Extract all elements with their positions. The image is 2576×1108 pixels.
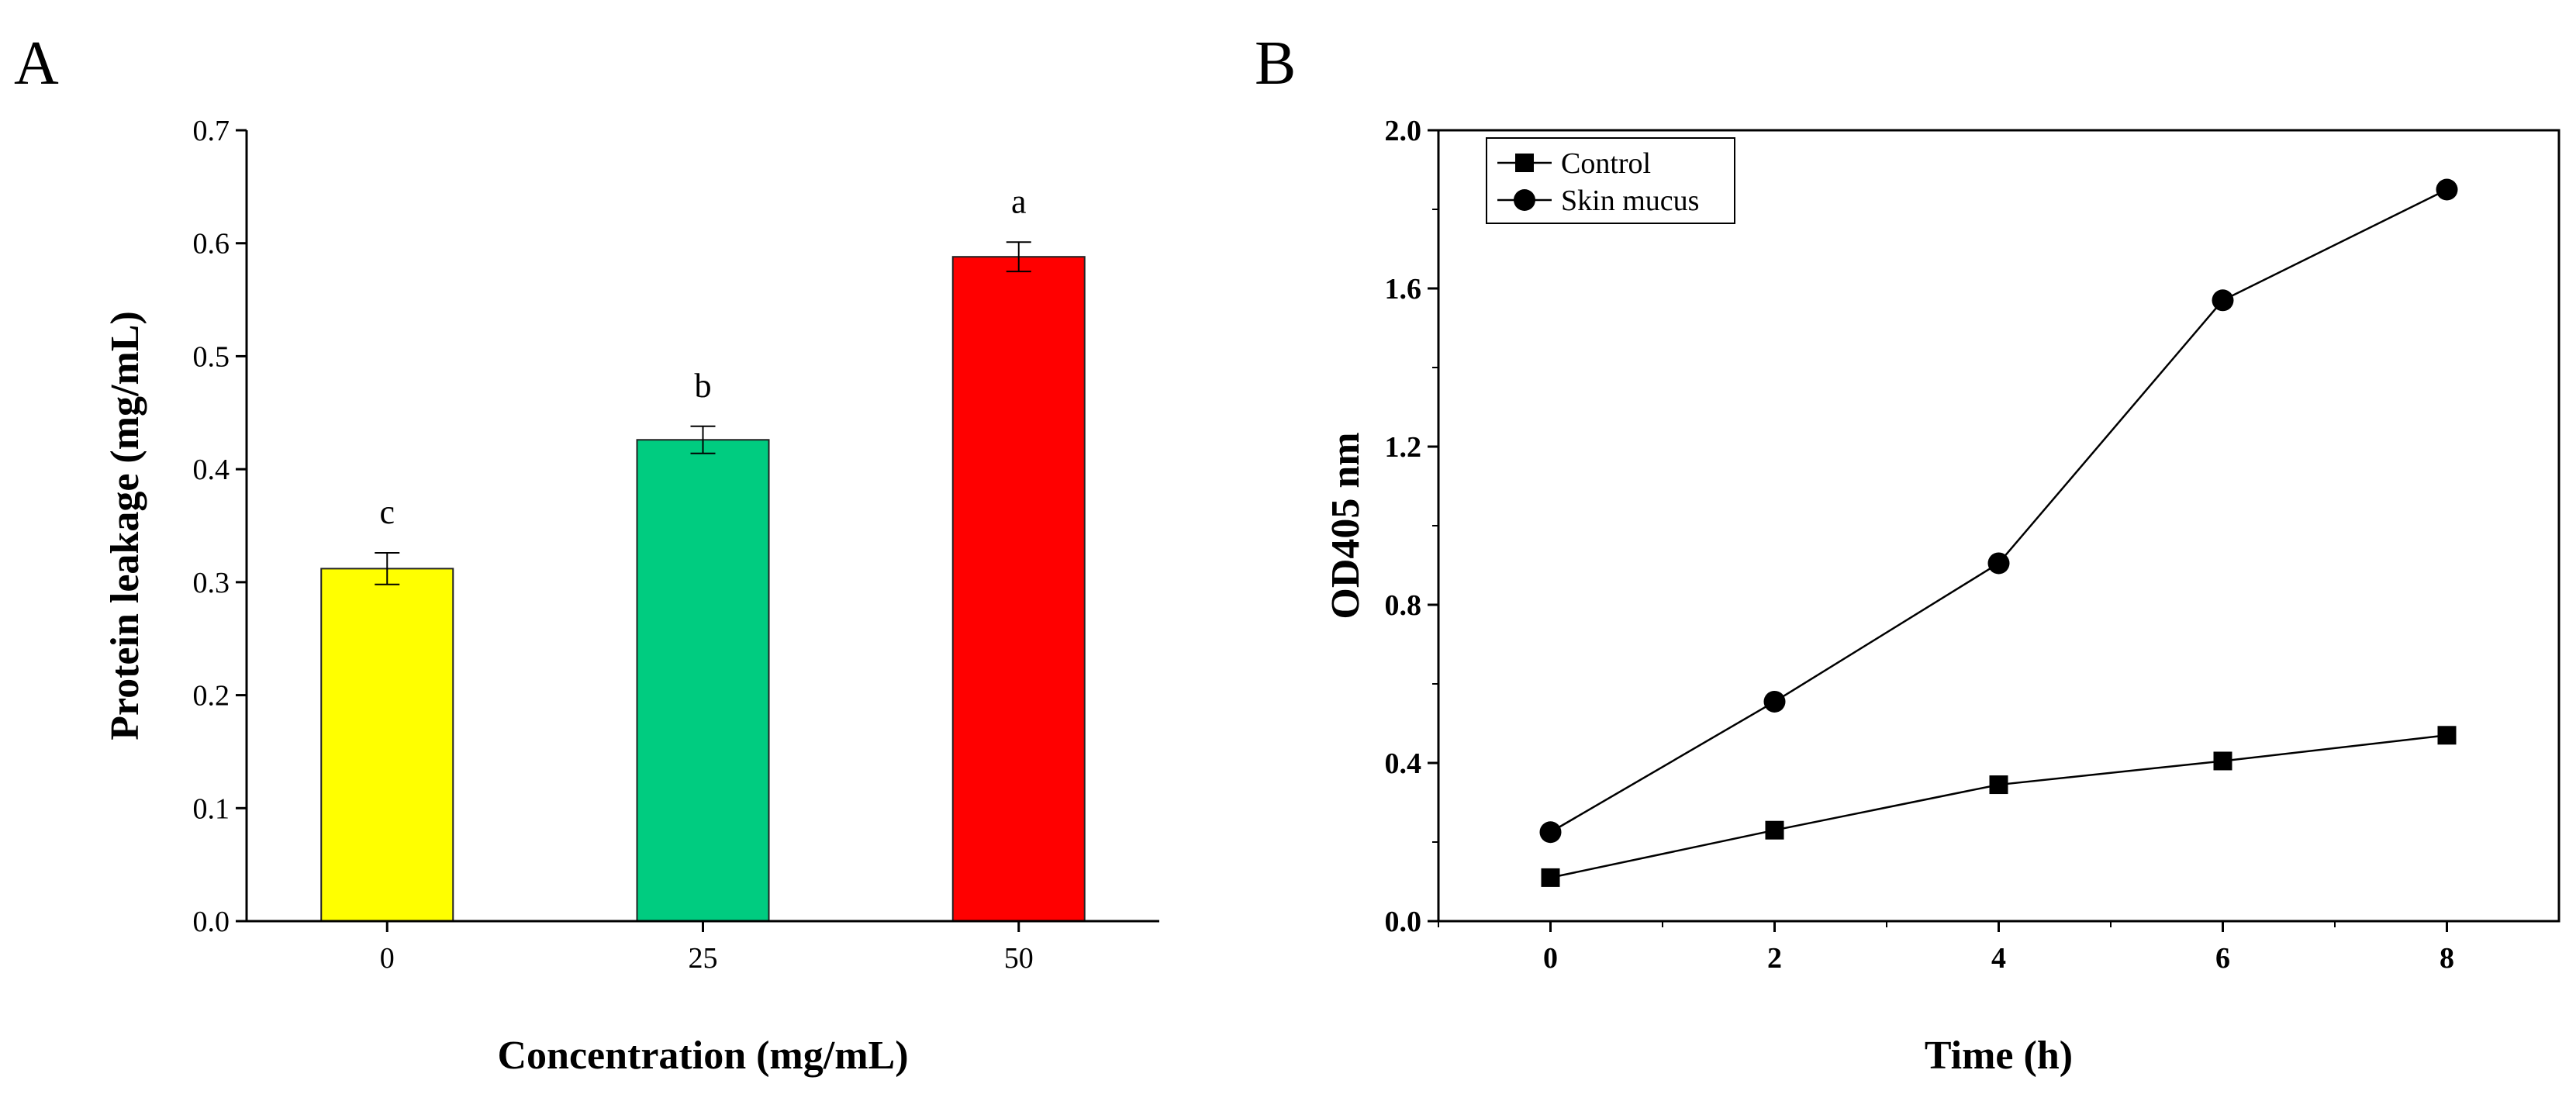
data-point: [2436, 178, 2458, 201]
data-point: [2437, 726, 2457, 745]
bar: [951, 256, 1086, 922]
x-tick-label: 2: [1767, 942, 1782, 975]
legend-items: Control Skin mucus: [1497, 147, 1699, 217]
y-tick-label: 1.6: [1385, 273, 1422, 305]
legend-marker: [1515, 154, 1534, 172]
y-tick-label: 0.4: [193, 454, 230, 486]
legend-label: Control: [1561, 147, 1651, 180]
significance-letter: a: [1011, 182, 1027, 220]
data-point: [2213, 751, 2232, 771]
series-line-skin-mucus: [1549, 188, 2448, 834]
legend-label: Skin mucus: [1561, 185, 1699, 217]
data-point: [2212, 289, 2234, 312]
panel-b-label: B: [1255, 29, 1296, 98]
x-tick-label: 50: [1004, 942, 1034, 975]
panel-a-bars: [320, 256, 1086, 922]
panel-b-x-axis-title: Time (h): [1925, 1034, 2073, 1078]
panel-b-legend: Control Skin mucus: [1486, 137, 1735, 224]
series-line-control: [1550, 734, 2447, 879]
panel-a: A 0.0 0.1 0.2 0.3 0.4 0.5 0.6 0.7 0 25 50 c b a Pro…: [14, 29, 1159, 1078]
data-point: [1763, 690, 1786, 713]
y-tick-label: 0.2: [193, 680, 230, 713]
y-tick-label: 0.0: [193, 906, 230, 938]
panel-a-x-ticks: 0 25 50: [380, 921, 1034, 975]
panel-b-x-ticks: 0 2 4 6 8: [1438, 921, 2454, 975]
panel-b-series-points: [1539, 178, 2458, 887]
y-tick-label: 0.4: [1385, 747, 1422, 780]
bar: [636, 439, 770, 922]
significance-letter: b: [695, 367, 712, 405]
x-tick-label: 0: [380, 942, 395, 975]
x-tick-label: 8: [2440, 942, 2454, 975]
panel-a-label: A: [14, 29, 59, 98]
y-tick-label: 1.2: [1385, 431, 1422, 464]
panel-b-series-lines: [1549, 188, 2448, 879]
x-tick-label: 6: [2215, 942, 2230, 975]
panel-b-plot-frame: [1437, 129, 2560, 923]
bar: [320, 568, 454, 922]
data-point: [1989, 775, 2008, 795]
x-tick-label: 0: [1543, 942, 1558, 975]
panel-a-significance-letters: c b a: [379, 182, 1026, 531]
significance-letter: c: [379, 493, 395, 531]
y-tick-label: 0.0: [1385, 906, 1422, 938]
data-point: [1541, 868, 1560, 887]
data-point: [1765, 820, 1784, 840]
y-tick-label: 0.8: [1385, 589, 1422, 622]
y-tick-label: 0.5: [193, 340, 230, 373]
panel-a-x-axis-title: Concentration (mg/mL): [497, 1034, 908, 1078]
panel-b-y-ticks: 0.0 0.4 0.8 1.2 1.6 2.0: [1385, 115, 1438, 938]
y-tick-label: 2.0: [1385, 115, 1422, 147]
legend-marker: [1514, 189, 1535, 211]
panel-a-y-ticks: 0.0 0.1 0.2 0.3 0.4 0.5 0.6 0.7: [193, 115, 247, 938]
y-tick-label: 0.3: [193, 567, 230, 599]
y-tick-label: 0.6: [193, 228, 230, 261]
data-point: [1987, 552, 2010, 575]
x-tick-label: 4: [1991, 942, 2006, 975]
panel-b-y-axis-title: OD405 nm: [1324, 432, 1368, 619]
y-tick-label: 0.7: [193, 115, 230, 147]
panel-a-error-bars: [375, 241, 1031, 585]
data-point: [1539, 821, 1562, 844]
x-tick-label: 25: [689, 942, 718, 975]
y-tick-label: 0.1: [193, 792, 230, 825]
panel-a-y-axis-title: Protein leakage (mg/mL): [103, 311, 147, 740]
panel-b: B 0.0 0.4 0.8 1.2 1.6 2.0 0 2 4 6 8 Control Skin m…: [1255, 29, 2560, 1078]
